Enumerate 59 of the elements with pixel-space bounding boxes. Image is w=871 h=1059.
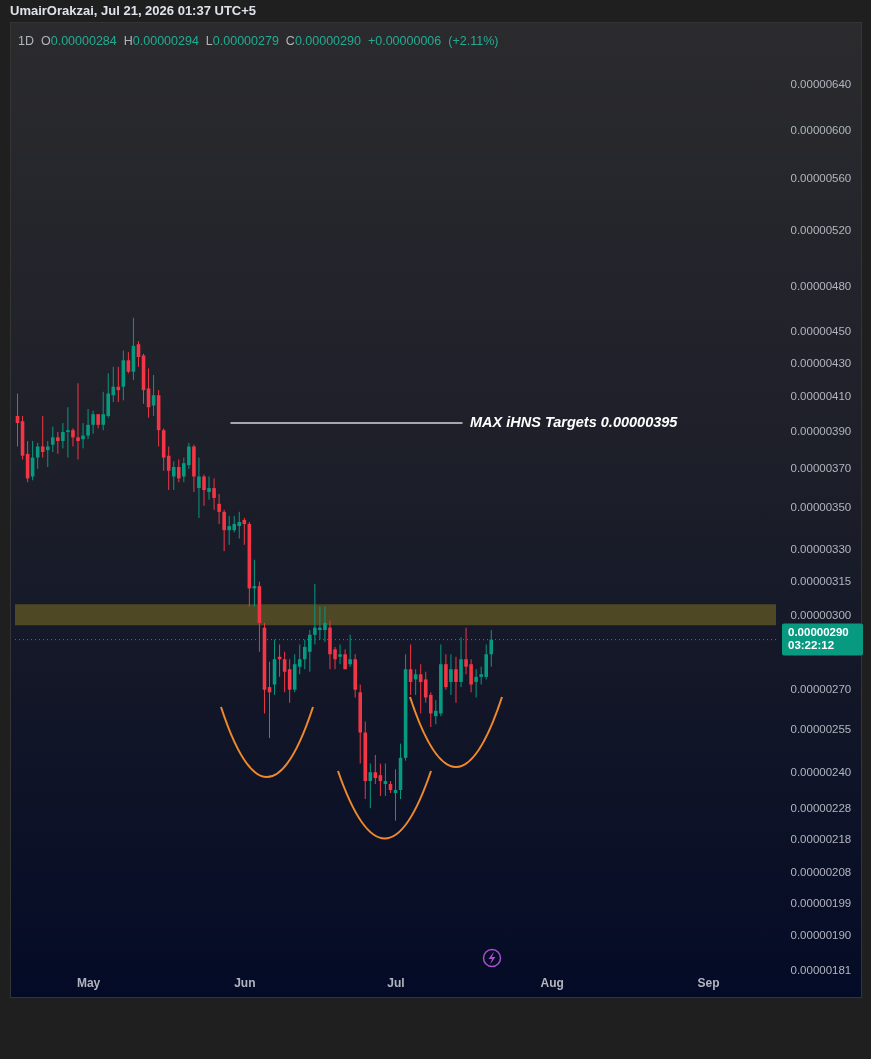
candlestick — [66, 406, 70, 459]
candlestick — [176, 458, 181, 483]
chart-title: UmairOrakzai, Jul 21, 2026 01:37 UTC+5 — [10, 3, 257, 18]
y-tick-label: 0.00000300 — [790, 609, 852, 622]
candlestick — [444, 653, 448, 691]
candlestick — [449, 653, 453, 696]
x-tick-label: Aug — [540, 975, 564, 990]
candlestick — [61, 422, 65, 449]
x-tick-label: Jul — [387, 975, 405, 990]
candlestick — [71, 427, 75, 447]
candlestick — [207, 475, 211, 501]
y-tick-label: 0.00000450 — [790, 325, 852, 338]
candlestick — [166, 446, 171, 491]
y-tick-label: 0.00000430 — [790, 357, 852, 370]
y-tick-label: 0.00000370 — [790, 462, 852, 475]
candlestick — [51, 426, 55, 453]
candlestick — [76, 382, 80, 460]
y-tick-label: 0.00000218 — [790, 833, 852, 846]
y-tick-label: 0.00000600 — [790, 123, 852, 136]
y-tick-label: 0.00000208 — [790, 866, 852, 879]
y-tick-label: 0.00000240 — [790, 765, 852, 778]
candlestick — [338, 643, 342, 665]
y-tick-label: 0.00000190 — [790, 929, 852, 942]
candlestick — [81, 422, 85, 449]
text: 1D O0.00000284 H0.00000294 L0.00000279 C0.00000290 +0.00000006 (+2.11%) — [18, 34, 499, 48]
y-tick-label: 0.00000270 — [790, 683, 852, 696]
y-tick-label: 0.00000640 — [790, 78, 852, 91]
y-tick-label: 0.00000228 — [790, 801, 852, 814]
y-tick-label: 0.00000560 — [790, 171, 852, 184]
candlestick — [202, 474, 206, 507]
y-tick-label: 0.00000410 — [790, 390, 852, 403]
y-tick-label: 0.00000520 — [790, 223, 852, 236]
candlestick — [86, 408, 90, 440]
ref-line-label: 0.00000290 03:22:12 — [788, 625, 849, 651]
candlestick — [45, 440, 50, 468]
y-tick-label: 0.00000181 — [790, 963, 852, 976]
y-tick-label: 0.00000350 — [790, 501, 852, 514]
candlestick — [222, 509, 226, 552]
y-tick-label: 0.00000255 — [790, 723, 852, 736]
candlestick — [489, 629, 494, 668]
candlestick — [212, 477, 216, 511]
ref-line-label: MAX iHNS Targets 0.00000395 — [470, 414, 679, 431]
y-tick-label: 0.00000390 — [790, 425, 852, 438]
candlestick — [91, 410, 95, 435]
y-tick-label: 0.00000199 — [790, 897, 852, 910]
candlestick — [56, 431, 60, 455]
candlestick — [35, 442, 40, 470]
x-tick-label: May — [76, 975, 101, 990]
candlestick — [40, 415, 45, 459]
y-tick-label: 0.00000480 — [790, 279, 852, 292]
y-tick-label: 0.00000330 — [790, 542, 852, 555]
x-tick-label: Sep — [697, 975, 720, 990]
candlestick — [474, 668, 478, 699]
x-tick-label: Jun — [234, 975, 256, 990]
candlestick — [217, 493, 221, 525]
candlestick — [171, 460, 176, 491]
candlestick — [197, 457, 201, 519]
candlestick — [454, 656, 458, 704]
y-tick-label: 0.00000315 — [790, 575, 852, 588]
